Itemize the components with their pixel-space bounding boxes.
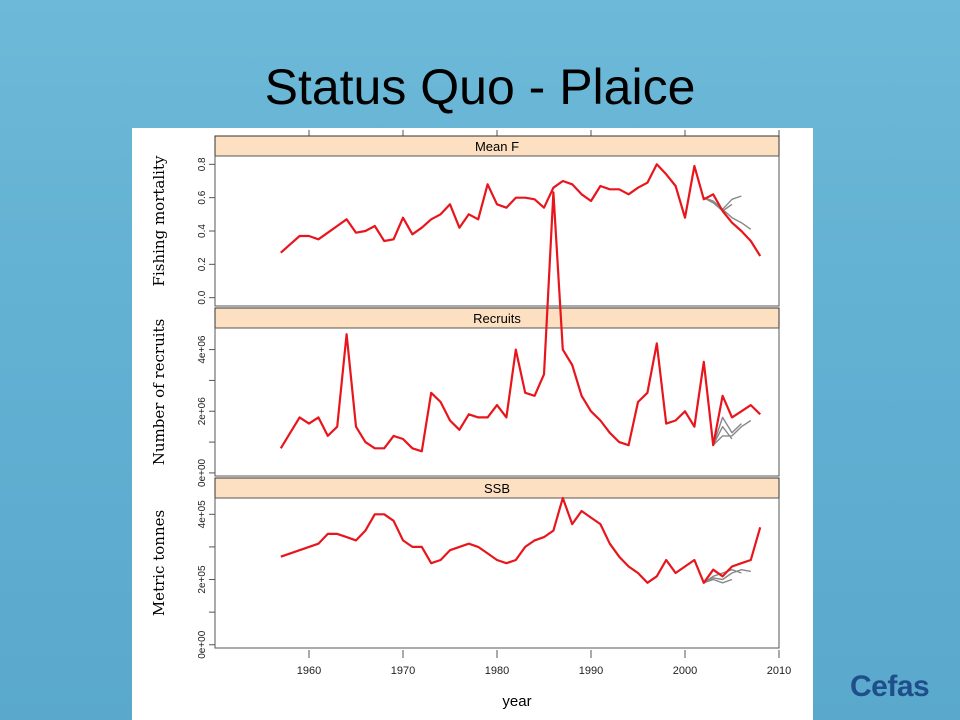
- panel-strip-label-1: Recruits: [473, 311, 521, 326]
- panel-frame-2: [214, 497, 780, 649]
- projection-line-1-1: [712, 426, 733, 446]
- x-tick-label-4: 2000: [673, 665, 697, 677]
- x-axis-title: year: [502, 693, 531, 710]
- x-tick-label-3: 1990: [579, 665, 603, 677]
- projection-line-0-2: [703, 195, 742, 211]
- panel-strip-label-0: Mean F: [475, 139, 519, 154]
- projection-line-2-2: [703, 569, 742, 584]
- projection-line-0-3: [703, 197, 752, 230]
- y-tick-label-0-0: 0.0: [197, 290, 208, 304]
- y-tick-label-2-0: 0e+00: [197, 630, 208, 659]
- y-axis-title-0: Fishing mortality: [150, 155, 168, 286]
- cefas-logo: Cefas: [850, 670, 930, 703]
- y-axis-title-2: Metric tonnes: [150, 510, 168, 616]
- trellis-line-chart: Mean F 0.0 0.2 0.4 0.6 0.8 Fishing mortality Re…: [150, 130, 791, 710]
- x-tick-label-1: 1970: [391, 665, 415, 677]
- y-tick-label-1-0: 0e+00: [197, 458, 208, 487]
- panel-frame-1: [214, 327, 780, 477]
- assessment-line-0: [280, 163, 762, 257]
- y-tick-label-1-4: 4e+06: [197, 335, 208, 364]
- panel-strip-label-2: SSB: [484, 481, 510, 496]
- y-tick-label-0-4: 0.8: [197, 157, 208, 171]
- y-tick-label-0-3: 0.6: [197, 190, 208, 204]
- projection-line-2-1: [703, 578, 733, 584]
- assessment-line-1: [279, 191, 761, 453]
- projection-line-2-3: [703, 569, 751, 584]
- y-tick-label-0-2: 0.4: [197, 224, 208, 238]
- y-tick-label-1-2: 2e+06: [197, 397, 208, 426]
- y-tick-label-2-2: 2e+05: [197, 565, 208, 594]
- x-tick-label-5: 2010: [767, 665, 791, 677]
- projection-line-1-3: [712, 419, 752, 446]
- x-tick-label-2: 1980: [485, 665, 509, 677]
- projection-line-1-2: [712, 416, 742, 446]
- y-tick-label-2-4: 4e+05: [197, 500, 208, 529]
- y-tick-label-0-1: 0.2: [197, 257, 208, 271]
- x-tick-label-0: 1960: [297, 665, 321, 677]
- y-axis-title-1: Number of recruits: [150, 319, 168, 466]
- assessment-line-2: [280, 496, 762, 584]
- panel-frame-0: [214, 155, 780, 307]
- chart-figure: Mean F 0.0 0.2 0.4 0.6 0.8 Fishing mortality Re…: [132, 128, 813, 720]
- slide-title: Status Quo - Plaice: [264, 59, 696, 115]
